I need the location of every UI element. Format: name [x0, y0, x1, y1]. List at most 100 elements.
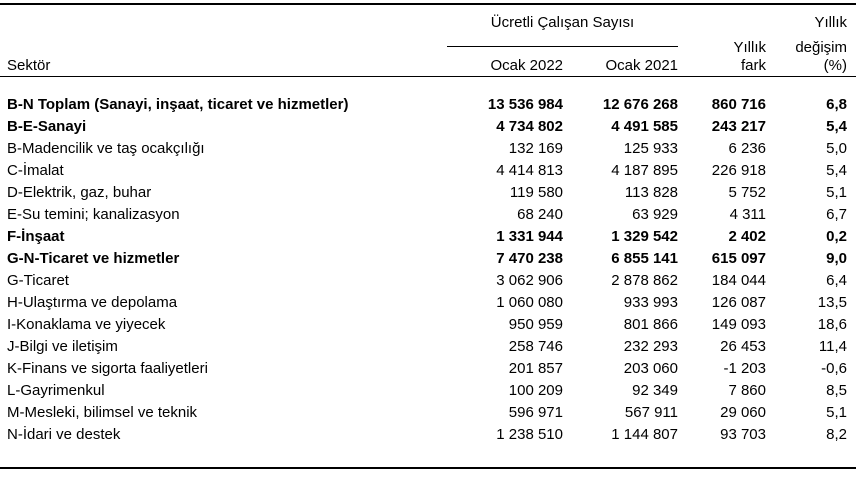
val-2021-cell: 4 491 585	[611, 118, 678, 135]
degisim-cell: 5,0	[826, 140, 847, 157]
degisim-cell: 9,0	[826, 250, 847, 267]
val-2021-cell: 63 929	[632, 206, 678, 223]
val-2021-cell: 567 911	[624, 404, 678, 421]
val-2022-cell: 258 746	[508, 338, 563, 355]
degisim-cell: 11,4	[818, 338, 847, 355]
fark-cell: 29 060	[720, 404, 766, 421]
val-2022-cell: 3 062 906	[496, 272, 563, 289]
table-row: J-Bilgi ve iletişim 258 746 232 293 26 4…	[0, 336, 856, 358]
fark-cell: 149 093	[711, 316, 766, 333]
header-fark-line1: Yıllık	[733, 39, 766, 56]
fark-cell: 4 311	[729, 206, 766, 223]
degisim-cell: 6,8	[826, 96, 847, 113]
degisim-cell: 18,6	[817, 316, 847, 333]
sector-cell: J-Bilgi ve iletişim	[7, 338, 118, 355]
table-row: G-Ticaret 3 062 906 2 878 862 184 044 6,…	[0, 270, 856, 292]
degisim-cell: 8,5	[826, 382, 847, 399]
sector-cell: B-Madencilik ve taş ocakçılığı	[7, 140, 205, 157]
table-row: B-E-Sanayi 4 734 802 4 491 585 243 217 5…	[0, 116, 856, 138]
column-group-underline	[447, 46, 678, 47]
sector-cell: C-İmalat	[7, 162, 64, 179]
val-2022-cell: 4 734 802	[496, 118, 563, 135]
header-sektor: Sektör	[7, 57, 51, 74]
table-row: L-Gayrimenkul 100 209 92 349 7 860 8,5	[0, 380, 856, 402]
val-2021-cell: 92 349	[632, 382, 678, 399]
table-row: C-İmalat 4 414 813 4 187 895 226 918 5,4	[0, 160, 856, 182]
val-2022-cell: 201 857	[508, 360, 563, 377]
table-row: D-Elektrik, gaz, buhar 119 580 113 828 5…	[0, 182, 856, 204]
header-ocak-2021: Ocak 2021	[605, 57, 678, 74]
header-degisim-line1: Yıllık	[814, 14, 847, 31]
val-2022-cell: 1 331 944	[496, 228, 563, 245]
degisim-cell: 6,4	[826, 272, 847, 289]
val-2021-cell: 4 187 895	[611, 162, 678, 179]
table-row: H-Ulaştırma ve depolama 1 060 080 933 99…	[0, 292, 856, 314]
column-group-title: Ücretli Çalışan Sayısı	[490, 14, 635, 31]
fark-cell: 26 453	[720, 338, 766, 355]
fark-cell: 860 716	[711, 96, 766, 113]
val-2021-cell: 6 855 141	[611, 250, 678, 267]
val-2021-cell: 125 933	[623, 140, 678, 157]
val-2021-cell: 232 293	[623, 338, 678, 355]
table-body: B-N Toplam (Sanayi, inşaat, ticaret ve h…	[0, 77, 856, 469]
fark-cell: 226 918	[711, 162, 766, 179]
header-degisim-line3: (%)	[823, 57, 847, 74]
degisim-cell: 6,7	[826, 206, 847, 223]
fark-cell: 184 044	[711, 272, 766, 289]
sector-cell: L-Gayrimenkul	[7, 382, 105, 399]
val-2022-cell: 596 971	[508, 404, 563, 421]
val-2021-cell: 801 866	[623, 316, 678, 333]
sector-cell: D-Elektrik, gaz, buhar	[7, 184, 152, 201]
sector-cell: B-N Toplam (Sanayi, inşaat, ticaret ve h…	[7, 96, 349, 113]
val-2022-cell: 119 580	[509, 184, 563, 201]
fark-cell: 2 402	[728, 228, 766, 245]
fark-cell: 243 217	[711, 118, 766, 135]
header-fark-line2: fark	[740, 57, 766, 74]
val-2022-cell: 7 470 238	[496, 250, 563, 267]
fark-cell: 6 236	[728, 140, 766, 157]
sector-cell: M-Mesleki, bilimsel ve teknik	[7, 404, 198, 421]
degisim-cell: 5,1	[826, 184, 847, 201]
sector-cell: K-Finans ve sigorta faaliyetleri	[7, 360, 208, 377]
val-2022-cell: 950 959	[508, 316, 563, 333]
table-row: E-Su temini; kanalizasyon 68 240 63 929 …	[0, 204, 856, 226]
sector-cell: B-E-Sanayi	[7, 118, 87, 135]
val-2022-cell: 100 209	[508, 382, 563, 399]
table-row: B-N Toplam (Sanayi, inşaat, ticaret ve h…	[0, 77, 856, 116]
sector-cell: H-Ulaştırma ve depolama	[7, 294, 178, 311]
degisim-cell: 13,5	[817, 294, 847, 311]
val-2021-cell: 1 329 542	[611, 228, 678, 245]
table-row: M-Mesleki, bilimsel ve teknik 596 971 56…	[0, 402, 856, 424]
val-2021-cell: 203 060	[623, 360, 678, 377]
statistics-table: Ücretli Çalışan Sayısı Yıllık Yıllık değ…	[0, 3, 856, 469]
fark-cell: 5 752	[728, 184, 766, 201]
table-row: B-Madencilik ve taş ocakçılığı 132 169 1…	[0, 138, 856, 160]
val-2021-cell: 113 828	[624, 184, 678, 201]
header-degisim-line2: değişim	[795, 39, 847, 56]
degisim-cell: 5,1	[826, 404, 847, 421]
table-row: F-İnşaat 1 331 944 1 329 542 2 402 0,2	[0, 226, 856, 248]
table-row: N-İdari ve destek 1 238 510 1 144 807 93…	[0, 424, 856, 468]
val-2022-cell: 13 536 984	[487, 96, 563, 113]
sector-cell: G-N-Ticaret ve hizmetler	[7, 250, 180, 267]
val-2022-cell: 68 240	[517, 206, 563, 223]
degisim-cell: -0,6	[821, 360, 847, 377]
degisim-cell: 0,2	[826, 228, 847, 245]
header-ocak-2022: Ocak 2022	[490, 57, 563, 74]
table-header: Ücretli Çalışan Sayısı Yıllık Yıllık değ…	[0, 5, 856, 77]
fark-cell: 7 860	[728, 382, 766, 399]
sector-cell: F-İnşaat	[7, 228, 65, 245]
table-row: G-N-Ticaret ve hizmetler 7 470 238 6 855…	[0, 248, 856, 270]
val-2021-cell: 933 993	[623, 294, 678, 311]
sector-cell: N-İdari ve destek	[7, 426, 121, 443]
fark-cell: 126 087	[711, 294, 766, 311]
degisim-cell: 8,2	[826, 426, 847, 443]
table-row: I-Konaklama ve yiyecek 950 959 801 866 1…	[0, 314, 856, 336]
sector-cell: E-Su temini; kanalizasyon	[7, 206, 180, 223]
degisim-cell: 5,4	[826, 118, 847, 135]
fark-cell: 615 097	[711, 250, 766, 267]
val-2022-cell: 132 169	[508, 140, 563, 157]
val-2021-cell: 1 144 807	[611, 426, 678, 443]
degisim-cell: 5,4	[826, 162, 847, 179]
fark-cell: -1 203	[723, 360, 766, 377]
